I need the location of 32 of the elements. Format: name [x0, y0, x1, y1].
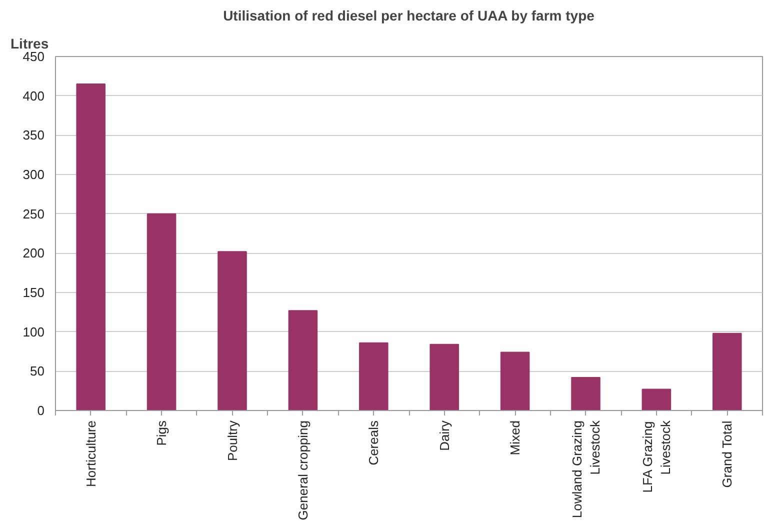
bar — [430, 344, 459, 410]
x-tick-label: General cropping — [295, 420, 310, 520]
y-tick-label: 50 — [30, 364, 45, 379]
bar — [76, 84, 106, 410]
y-tick-label: 0 — [37, 403, 45, 418]
bar — [712, 332, 742, 410]
y-tick-label: 400 — [22, 88, 45, 104]
bar — [500, 352, 530, 410]
x-tick-label: Cereals — [366, 420, 382, 466]
y-axis-title: Litres — [10, 36, 49, 52]
y-tick-label: 450 — [22, 49, 45, 64]
bar — [359, 342, 388, 410]
x-tick-label: Horticulture — [83, 420, 98, 487]
bar — [571, 376, 600, 410]
bar — [218, 251, 247, 410]
y-tick-label: 300 — [22, 167, 45, 182]
y-tick-label: 250 — [22, 206, 45, 222]
x-tick-label: Mixed — [508, 420, 523, 456]
x-tick-label: Poultry — [224, 420, 240, 461]
x-tick-label: Dairy — [436, 420, 452, 451]
y-tick-label: 350 — [22, 128, 45, 143]
y-tick-label: 100 — [22, 324, 45, 340]
x-tick-label: Grand Total — [720, 420, 735, 488]
bar — [642, 388, 672, 410]
x-tick-label: Lowland Grazing Livestock — [569, 420, 602, 518]
bar — [288, 310, 318, 410]
x-tick-label: Pigs — [154, 420, 170, 446]
y-tick-label: 200 — [22, 246, 45, 261]
bar — [146, 213, 176, 410]
x-tick-label: LFA Grazing Livestock — [640, 420, 673, 493]
y-tick-label: 150 — [22, 285, 45, 300]
chart-title: Utilisation of red diesel per hectare of UAA by farm type — [223, 8, 595, 24]
